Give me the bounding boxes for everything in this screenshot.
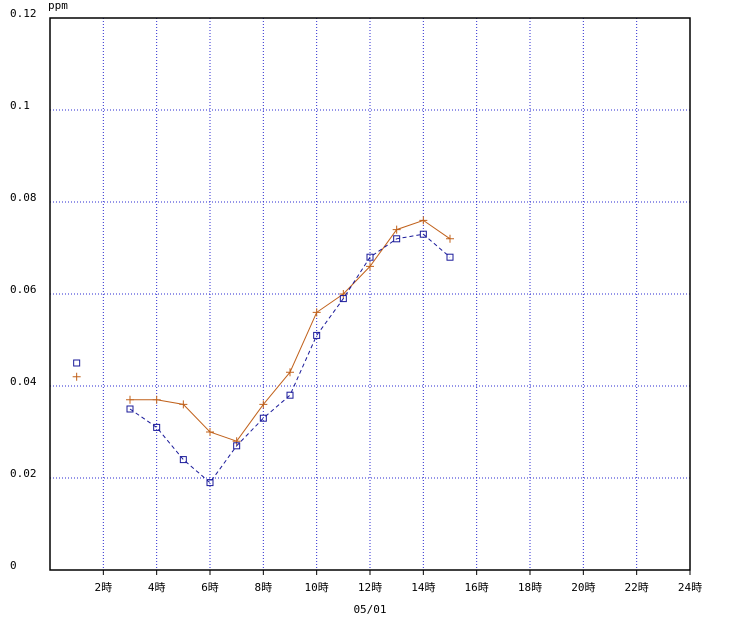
point-marker: [179, 400, 188, 409]
x-tick-label: 22時: [625, 581, 649, 594]
point-marker: [286, 391, 294, 399]
point-marker: [259, 400, 268, 409]
point-marker: [259, 414, 267, 422]
point-marker: [206, 428, 214, 436]
y-tick-label: 0.02: [10, 467, 37, 480]
point-marker: [73, 359, 81, 367]
point-marker: [419, 230, 427, 238]
series-line: [130, 219, 451, 442]
point-marker: [286, 368, 294, 377]
x-tick-label: 8時: [255, 581, 273, 594]
x-tick-label: 24時: [678, 581, 702, 594]
x-axis-label: 05/01: [353, 603, 386, 616]
point-marker: [233, 442, 241, 450]
point-marker: [179, 456, 187, 464]
point-marker: [126, 395, 134, 404]
point-marker: [446, 253, 454, 261]
point-marker: [153, 423, 161, 431]
y-tick-label: 0.12: [10, 7, 37, 20]
point-marker: [366, 262, 374, 271]
point-marker: [366, 253, 374, 261]
point-marker: [446, 234, 454, 243]
y-tick-label: 0.1: [10, 99, 30, 112]
point-marker: [152, 395, 161, 404]
x-tick-label: 2時: [95, 581, 113, 594]
y-tick-label: 0.04: [10, 375, 37, 388]
point-marker: [72, 372, 81, 381]
y-tick-label: 0.08: [10, 191, 37, 204]
point-marker: [393, 235, 401, 243]
point-marker: [339, 295, 347, 303]
point-marker: [312, 308, 321, 317]
x-tick-label: 12時: [358, 581, 382, 594]
point-marker: [392, 225, 401, 234]
series-line: [129, 233, 451, 484]
point-marker: [126, 405, 134, 413]
x-tick-label: 14時: [411, 581, 435, 594]
x-tick-label: 20時: [571, 581, 595, 594]
x-tick-label: 18時: [518, 581, 542, 594]
plot-frame: [49, 17, 691, 571]
point-marker: [313, 331, 321, 339]
point-marker: [232, 437, 241, 446]
y-unit-label: ppm: [48, 0, 68, 12]
x-tick-label: 4時: [148, 581, 166, 594]
y-tick-label: 0: [10, 559, 17, 572]
x-tick-label: 10時: [305, 581, 329, 594]
y-tick-label: 0.06: [10, 283, 37, 296]
x-tick-label: 6時: [201, 581, 219, 594]
point-marker: [206, 479, 214, 487]
point-marker: [419, 216, 428, 225]
x-tick-label: 16時: [465, 581, 489, 594]
